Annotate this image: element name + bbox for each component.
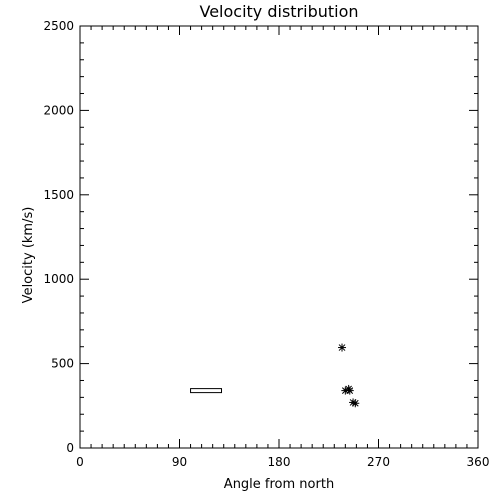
x-axis-label: Angle from north (224, 477, 334, 492)
y-tick-label: 2000 (43, 103, 74, 117)
plot-border (79, 25, 479, 449)
range-bar (190, 388, 223, 394)
x-tick-label: 270 (367, 455, 390, 469)
y-tick-label: 0 (66, 441, 74, 455)
x-axis-ticks: 0 90 180 270 360 (76, 26, 489, 469)
y-tick-label: 1000 (43, 272, 74, 286)
x-tick-label: 90 (172, 455, 187, 469)
data-point (345, 386, 354, 395)
y-axis-ticks: 0 500 1000 1500 2000 2500 (43, 19, 478, 455)
y-tick-label: 2500 (43, 19, 74, 33)
data-point (351, 399, 360, 408)
y-tick-label: 500 (51, 357, 74, 371)
data-marks (190, 343, 360, 408)
x-tick-label: 360 (467, 455, 490, 469)
data-point (338, 343, 347, 352)
plot-frame (79, 25, 479, 449)
chart-title: Velocity distribution (199, 2, 358, 21)
x-tick-label: 0 (76, 455, 84, 469)
y-tick-label: 1500 (43, 188, 74, 202)
y-axis-label: Velocity (km/s) (21, 207, 36, 304)
x-tick-label: 180 (268, 455, 291, 469)
